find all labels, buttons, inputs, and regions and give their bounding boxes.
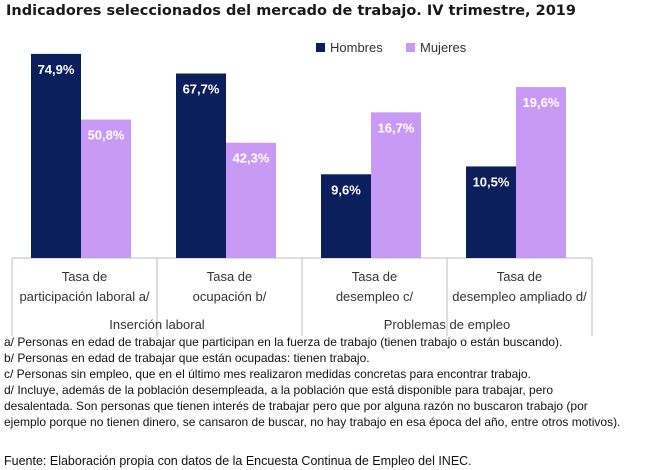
legend-swatch-mujeres [406,43,415,52]
bar-mujeres-2 [226,142,276,258]
category-label-2-line-1: Tasa de [207,269,253,284]
data-label-hombres-1: 74,9% [38,62,75,77]
category-label-3-line-2: desempleo c/ [336,289,414,304]
chart-title: Indicadores seleccionados del mercado de… [6,3,576,19]
group-label-insercion-laboral: Inserción laboral [109,317,204,332]
bar-mujeres-3 [371,112,421,258]
bar-mujeres-4 [516,87,566,258]
data-label-mujeres-2: 42,3% [233,151,270,166]
bar-hombres-2 [176,73,226,258]
data-label-hombres-2: 67,7% [183,82,220,97]
legend-label-mujeres: Mujeres [420,40,467,55]
footnote-a: a/ Personas en edad de trabajar que part… [4,335,563,349]
bar-hombres-3 [321,174,371,258]
data-label-hombres-4: 10,5% [473,174,510,189]
category-label-4-line-1: Tasa de [497,269,543,284]
footnote-c: c/ Personas sin empleo, que en el último… [4,367,531,381]
data-label-mujeres-4: 19,6% [523,95,560,110]
bar-hombres-1 [31,53,81,259]
footnote-d-continued: desalentada. Son personas que tienen int… [4,399,588,413]
group-label-problemas-de-empleo: Problemas de empleo [384,317,510,332]
bar-mujeres-1 [81,119,131,258]
legend-label-hombres: Hombres [330,40,383,55]
data-label-mujeres-3: 16,7% [378,120,415,135]
legend-swatch-hombres [316,43,325,52]
footnote-d: d/ Incluye, además de la población desem… [4,383,554,397]
category-label-2-line-2: ocupación b/ [193,289,267,304]
bar-hombres-4 [466,166,516,258]
category-label-4-line-2: desempleo ampliado d/ [452,289,587,304]
data-label-hombres-3: 9,6% [331,182,361,197]
footnote-b: b/ Personas en edad de trabajar que está… [4,351,370,365]
footnote-d-continued-2: ejemplo porque no tienen dinero, se cans… [4,415,621,429]
bar-chart: 74,9% 50,8% Tasa de participación laboral a… [11,40,593,336]
category-label-1-line-2: participación laboral a/ [19,289,149,304]
data-label-mujeres-1: 50,8% [88,128,125,143]
category-label-1-line-1: Tasa de [62,269,108,284]
category-label-3-line-1: Tasa de [352,269,398,284]
source-note: Fuente: Elaboración propia con datos de … [4,454,472,468]
